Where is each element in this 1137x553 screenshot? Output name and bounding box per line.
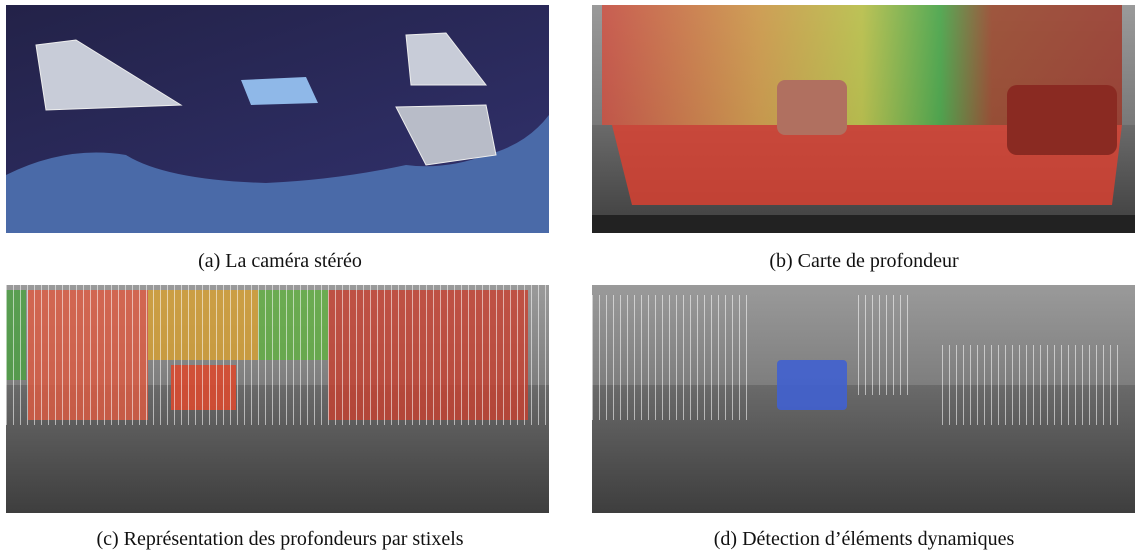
camera-window: [35, 39, 183, 111]
photo-depth-map: [592, 5, 1135, 233]
static-stixels: [852, 295, 912, 395]
stixel-lines: [6, 285, 549, 425]
static-stixels: [592, 295, 752, 420]
caption: (d) Détection d’éléments dynamiques: [713, 528, 1015, 550]
car: [1007, 85, 1117, 155]
photo-stereo-camera: [6, 5, 549, 233]
dynamic-car: [777, 360, 847, 410]
caption: (b) Carte de profondeur: [769, 250, 959, 272]
caption: (c) Représentation des profondeurs par s…: [96, 528, 464, 550]
static-stixels: [942, 345, 1122, 425]
light-sensor: [241, 77, 318, 105]
camera-window: [405, 32, 488, 86]
depth-overlay-road: [612, 125, 1122, 205]
photo-dynamic-detection: [592, 285, 1135, 513]
car: [777, 80, 847, 135]
sensor-window: [395, 104, 497, 166]
hood: [592, 215, 1135, 233]
photo-stixels: [6, 285, 549, 513]
caption: (a) La caméra stéréo: [198, 250, 362, 272]
